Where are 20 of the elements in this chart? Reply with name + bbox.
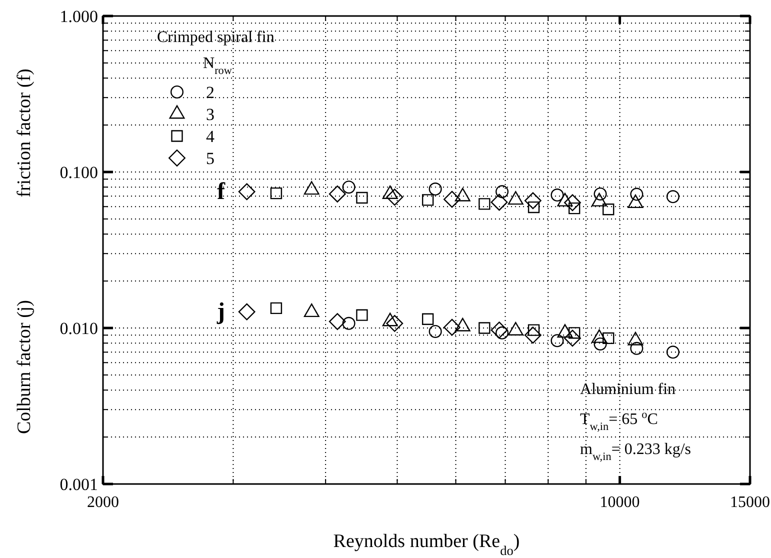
annotation: f	[217, 179, 226, 205]
legend-title: Crimped spiral fin N$_{row}$	[157, 29, 274, 77]
annotation: T$_{w,in}$= 65 $^{o}$C	[580, 409, 658, 433]
annotation: j	[216, 299, 225, 325]
legend-label: 3	[206, 105, 214, 124]
y-tick-label: 0.100	[60, 163, 98, 182]
y-tick-label: 1.000	[60, 7, 98, 26]
y-tick-label: 0.010	[60, 319, 98, 338]
x-axis-title: Reynolds number (Re$_{do}$)	[333, 531, 520, 558]
legend-label: 4	[206, 127, 215, 146]
legend-label: 2	[206, 83, 214, 102]
x-tick-label: 10000	[600, 494, 640, 511]
annotation: Aluminium fin	[580, 381, 676, 398]
x-tick-label: 15000	[730, 494, 770, 511]
legend-label: 5	[206, 149, 214, 168]
y2-axis-title: Colburn factor (j)	[14, 300, 35, 434]
annotation: m$_{w,in}$= 0.233 kg/s	[580, 441, 692, 463]
y-axis-title: friction factor (f)	[14, 68, 35, 198]
y-tick-label: 0.001	[60, 475, 98, 494]
x-tick-label: 2000	[87, 494, 119, 511]
